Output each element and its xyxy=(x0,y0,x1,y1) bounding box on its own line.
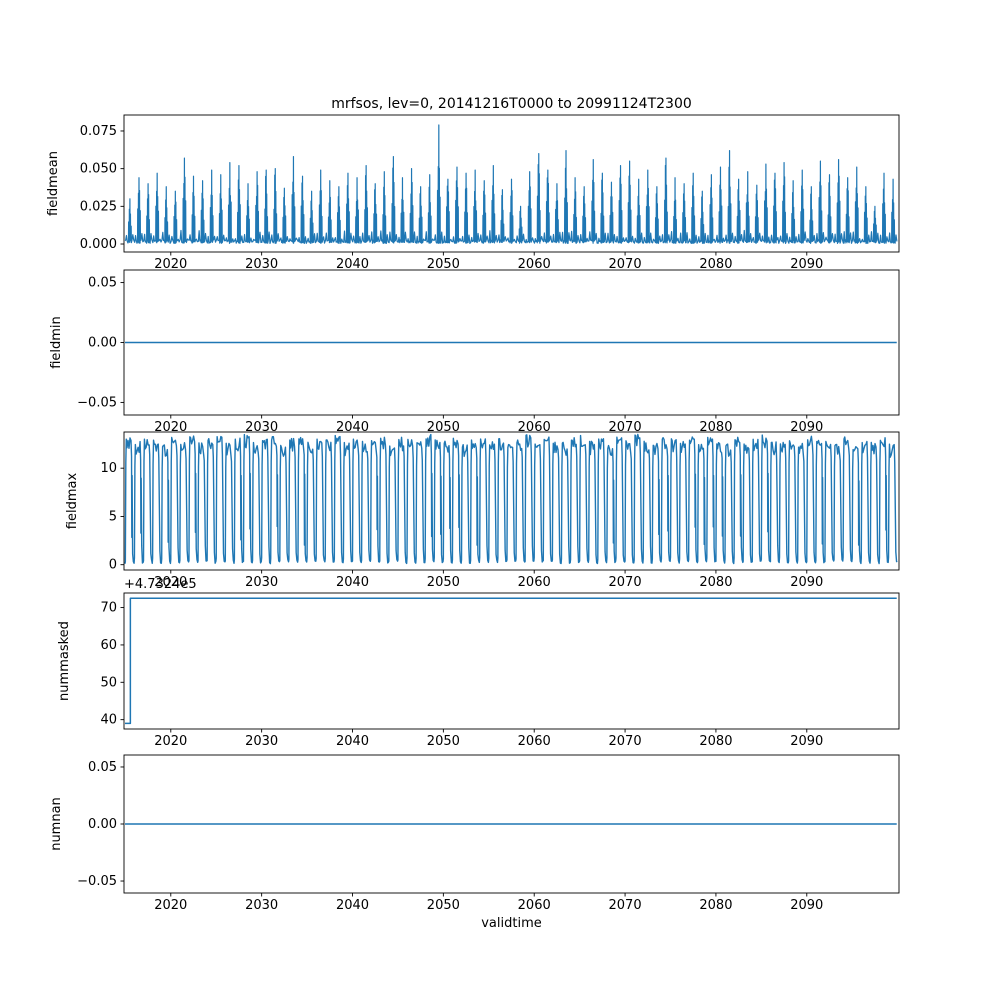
y-tick-label: 0.000 xyxy=(80,237,117,252)
x-tick-label: 2060 xyxy=(518,575,551,590)
x-tick-label: 2020 xyxy=(154,734,187,749)
subplot-fieldmean: 0.000 0.025 0.050 0.075 2020 2030 2040 2050 2060… xyxy=(46,114,900,272)
y-tick-label: 0.025 xyxy=(80,199,117,214)
axes-box xyxy=(123,431,900,571)
y-tick-label: 0.00 xyxy=(88,336,117,351)
y-tick-label: −0.05 xyxy=(77,874,117,889)
axes-box xyxy=(123,114,900,253)
y-tick-label: 0 xyxy=(109,558,117,573)
y-tick-label: 0.075 xyxy=(80,124,117,139)
x-tick-label: 2080 xyxy=(699,734,732,749)
x-tick-label: 2020 xyxy=(154,257,187,272)
x-tick-label: 2060 xyxy=(518,420,551,435)
x-tick-label: 2040 xyxy=(336,898,369,913)
y-axis-label-fieldmin: fieldmin xyxy=(49,316,64,369)
x-tick-label: 2050 xyxy=(427,420,460,435)
figure-title: mrfsos, lev=0, 20141216T0000 to 20991124… xyxy=(331,96,692,112)
x-tick-label: 2080 xyxy=(699,257,732,272)
x-tick-label: 2020 xyxy=(154,575,187,590)
subplot-nummasked: 40 50 60 70 2020 2030 2040 2050 2060 2070 2080 2090… xyxy=(57,577,900,749)
x-tick-label: 2090 xyxy=(790,734,823,749)
x-tick-label: 2050 xyxy=(427,257,460,272)
x-tick-label: 2070 xyxy=(609,898,642,913)
series-line-fieldmax xyxy=(124,433,898,565)
x-tick-label: 2040 xyxy=(336,257,369,272)
x-tick-label: 2090 xyxy=(790,257,823,272)
x-tick-label: 2090 xyxy=(790,898,823,913)
y-tick-label: −0.05 xyxy=(77,395,117,410)
series-line-fieldmean xyxy=(124,124,898,244)
x-tick-label: 2070 xyxy=(609,575,642,590)
y-tick-label: 0.05 xyxy=(88,276,117,291)
subplot-numnan: −0.05 0.00 0.05 2020 2030 2040 2050 2060 2070 208… xyxy=(49,754,900,913)
x-tick-label: 2060 xyxy=(518,898,551,913)
y-tick-label: 5 xyxy=(109,509,117,524)
y-axis-offset-text: +4.7324e5 xyxy=(124,577,197,592)
y-tick-label: 40 xyxy=(100,713,117,728)
y-tick-label: 0.00 xyxy=(88,817,117,832)
y-tick-label: 60 xyxy=(100,638,117,653)
x-tick-label: 2030 xyxy=(245,257,278,272)
y-tick-label: 0.05 xyxy=(88,760,117,775)
x-tick-label: 2070 xyxy=(609,257,642,272)
x-tick-label: 2060 xyxy=(518,257,551,272)
x-tick-label: 2070 xyxy=(609,734,642,749)
x-tick-label: 2030 xyxy=(245,575,278,590)
x-tick-label: 2030 xyxy=(245,898,278,913)
x-tick-label: 2040 xyxy=(336,734,369,749)
x-tick-label: 2020 xyxy=(154,898,187,913)
series-line-nummasked xyxy=(125,597,897,725)
x-tick-label: 2050 xyxy=(427,734,460,749)
x-axis-label: validtime xyxy=(481,916,542,931)
y-tick-label: 0.050 xyxy=(80,162,117,177)
x-tick-label: 2040 xyxy=(336,575,369,590)
y-axis-label-numnan: numnan xyxy=(49,797,64,851)
y-tick-label: 50 xyxy=(100,675,117,690)
x-tick-label: 2080 xyxy=(699,420,732,435)
x-tick-label: 2090 xyxy=(790,420,823,435)
x-tick-label: 2050 xyxy=(427,898,460,913)
x-tick-label: 2020 xyxy=(154,420,187,435)
x-tick-label: 2080 xyxy=(699,575,732,590)
y-tick-label: 10 xyxy=(100,461,117,476)
y-axis-label-fieldmean: fieldmean xyxy=(46,151,61,216)
x-tick-label: 2050 xyxy=(427,575,460,590)
x-tick-label: 2030 xyxy=(245,734,278,749)
y-axis-label-fieldmax: fieldmax xyxy=(65,473,80,530)
x-tick-label: 2040 xyxy=(336,420,369,435)
axes-box xyxy=(123,592,900,730)
subplot-fieldmax: 0 5 10 2020 2030 2040 2050 2060 2070 2080 2090 fiel… xyxy=(65,431,900,590)
x-tick-label: 2080 xyxy=(699,898,732,913)
y-axis-label-nummasked: nummasked xyxy=(57,621,72,701)
subplot-fieldmin: −0.05 0.00 0.05 2020 2030 2040 2050 2060 2070 208… xyxy=(49,269,900,435)
x-tick-label: 2060 xyxy=(518,734,551,749)
y-tick-label: 70 xyxy=(100,601,117,616)
x-tick-label: 2030 xyxy=(245,420,278,435)
x-tick-label: 2070 xyxy=(609,420,642,435)
x-tick-label: 2090 xyxy=(790,575,823,590)
